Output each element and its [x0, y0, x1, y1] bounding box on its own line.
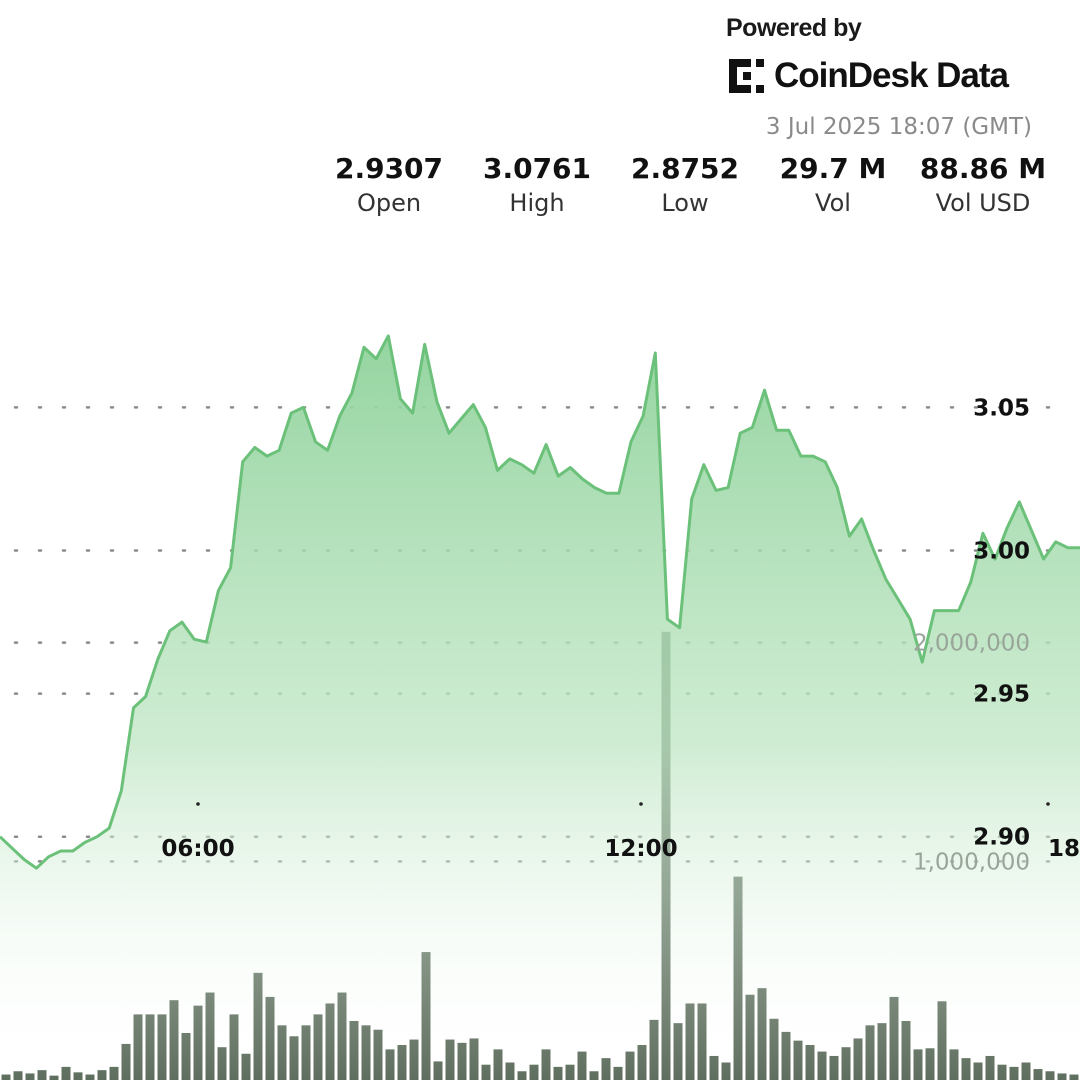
volume-tick-label: 2,000,000: [913, 631, 1030, 657]
stat-open-label: Open: [356, 189, 422, 217]
stat-vol-usd-label: Vol USD: [935, 189, 1031, 217]
time-tick-mark: [639, 802, 643, 806]
stat-vol: 29.7 M Vol: [753, 152, 913, 217]
time-tick-label: 12:00: [604, 836, 677, 862]
chart-timestamp: 3 Jul 2025 18:07 (GMT): [765, 114, 1032, 140]
stat-low: 2.8752 Low: [605, 152, 765, 217]
stat-vol-usd-value: 88.86 M: [919, 152, 1047, 185]
powered-by-branding: Powered by CoinDesk Data: [726, 14, 1056, 97]
price-line: [0, 334, 1080, 870]
stat-vol-value: 29.7 M: [779, 152, 887, 185]
price-tick-label: 3.05: [973, 395, 1030, 421]
stat-vol-usd: 88.86 M Vol USD: [903, 152, 1063, 217]
price-tick-label: 3.00: [973, 539, 1030, 565]
price-tick-label: 2.95: [973, 682, 1030, 708]
price-tick-label: 2.90: [973, 825, 1030, 851]
price-area-fill: [0, 335, 1080, 1080]
time-tick-label: 06:00: [161, 836, 234, 862]
stat-high: 3.0761 High: [457, 152, 617, 217]
coindesk-logo: CoinDesk Data: [726, 55, 1056, 97]
coindesk-logo-text: CoinDesk Data: [774, 56, 1009, 95]
volume-tick-label: 1,000,000: [913, 849, 1030, 875]
stat-open: 2.9307 Open: [309, 152, 469, 217]
time-tick-mark: [196, 802, 200, 806]
powered-by-label: Powered by: [726, 14, 862, 42]
stat-low-label: Low: [661, 189, 709, 217]
stat-open-value: 2.9307: [334, 152, 444, 185]
axis-labels: 3.05 3.00 2.95 2.90 2,000,000 1,000,000 06:00 1…: [161, 395, 1080, 875]
stat-vol-label: Vol: [815, 189, 851, 217]
stat-high-value: 3.0761: [482, 152, 592, 185]
stat-high-label: High: [509, 189, 565, 217]
coindesk-logo-icon: [729, 59, 764, 93]
time-tick-label: 18: [1048, 836, 1080, 862]
time-tick-mark: [1046, 802, 1050, 806]
stat-low-value: 2.8752: [630, 152, 740, 185]
